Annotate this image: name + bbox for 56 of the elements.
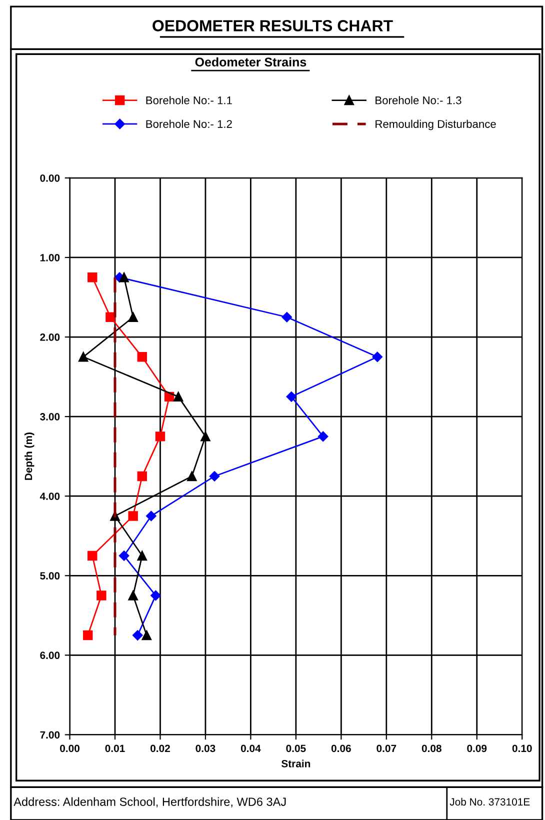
point bbox=[150, 590, 161, 601]
point bbox=[173, 392, 184, 402]
point bbox=[128, 511, 138, 521]
text: Address: Aldenham School, Hertfordshire, WD6 3AJ bbox=[14, 797, 286, 808]
y-tick-label: 4.00 bbox=[40, 492, 60, 500]
x-tick-label: 0.04 bbox=[240, 744, 261, 752]
x-axis-title: Strain bbox=[281, 760, 310, 768]
text: Job No. 373101E bbox=[450, 798, 530, 806]
point bbox=[286, 392, 297, 402]
point bbox=[282, 312, 292, 322]
x-tick-label: 0.10 bbox=[512, 744, 532, 752]
point bbox=[209, 471, 220, 482]
y-tick-label: 5.00 bbox=[40, 572, 60, 580]
y-axis-title: Depth (m) bbox=[24, 432, 34, 480]
point bbox=[137, 550, 147, 561]
point bbox=[88, 550, 98, 561]
point bbox=[128, 590, 138, 600]
legend-label: Borehole No:- 1.1 bbox=[146, 96, 232, 104]
point bbox=[318, 431, 328, 442]
point bbox=[137, 352, 147, 362]
point bbox=[155, 432, 166, 442]
x-tick-label: 0.01 bbox=[105, 744, 125, 752]
y-tick-label: 3.00 bbox=[40, 413, 60, 420]
point bbox=[118, 550, 130, 561]
point bbox=[82, 630, 93, 640]
legend-label: Borehole No:- 1.3 bbox=[376, 96, 462, 104]
x-tick-label: 0.07 bbox=[376, 744, 396, 752]
y-tick-label: 2.00 bbox=[40, 334, 60, 341]
point bbox=[88, 272, 98, 282]
x-tick-label: 0.09 bbox=[467, 744, 487, 752]
x-tick-label: 0.06 bbox=[331, 744, 351, 752]
point bbox=[372, 352, 382, 362]
point bbox=[128, 312, 138, 322]
x-tick-label: 0.05 bbox=[286, 744, 306, 752]
y-tick-label: 7.00 bbox=[40, 731, 60, 739]
y-tick-label: 0.00 bbox=[40, 174, 60, 182]
y-tick-label: 6.00 bbox=[40, 652, 60, 660]
x-tick-label: 0.03 bbox=[196, 744, 216, 752]
x-tick-label: 0.02 bbox=[150, 744, 170, 752]
point bbox=[187, 471, 197, 482]
point bbox=[96, 590, 106, 600]
chart-title: OEDOMETER RESULTS CHART bbox=[152, 20, 393, 32]
y-tick-label: 1.00 bbox=[40, 254, 60, 262]
x-tick-label: 0.00 bbox=[60, 744, 80, 752]
legend-label: Remoulding Disturbance bbox=[376, 120, 496, 130]
x-tick-label: 0.08 bbox=[422, 744, 442, 752]
chart-subtitle: Oedometer Strains bbox=[195, 57, 306, 66]
point bbox=[142, 630, 152, 640]
point bbox=[200, 432, 210, 442]
point bbox=[106, 312, 116, 322]
point bbox=[132, 630, 143, 640]
point bbox=[119, 272, 129, 282]
point bbox=[146, 510, 156, 522]
point bbox=[137, 471, 147, 482]
point bbox=[78, 352, 88, 362]
legend-label: Borehole No:- 1.2 bbox=[146, 120, 232, 128]
